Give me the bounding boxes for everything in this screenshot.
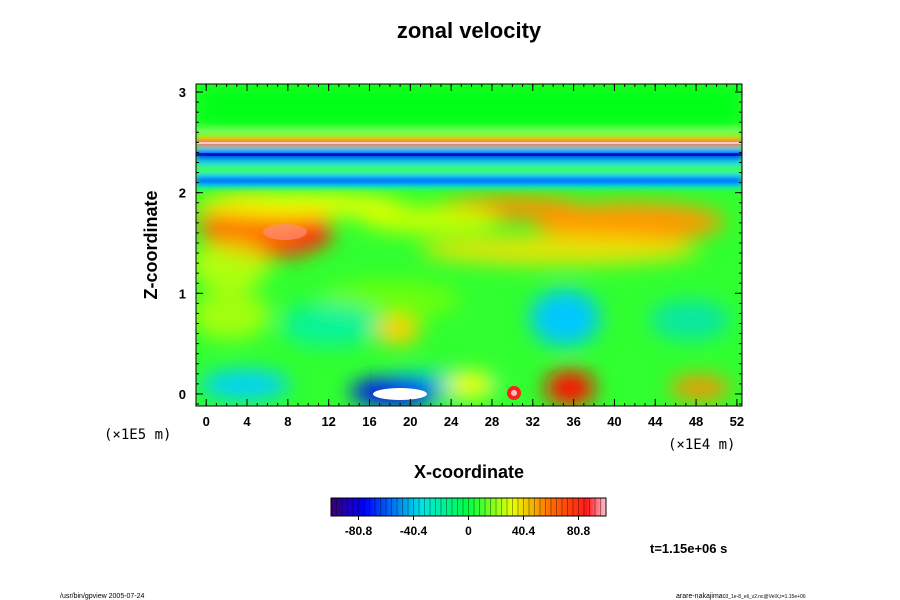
colorbar-tick-label: -40.4 xyxy=(400,524,428,538)
colorbar-tick-label: 0 xyxy=(465,524,472,538)
footer-right-sub: 03_1e-8_eli_v2.nc@VelX,t=1.15e+06 xyxy=(723,594,806,600)
dark-blue-stripe xyxy=(196,153,742,156)
footer-left: /usr/bin/gpview 2005-07-24 xyxy=(60,593,145,600)
y-tick-label: 2 xyxy=(179,186,186,201)
colorbar: -80.8 -40.4 0 40.4 80.8 xyxy=(330,497,607,538)
x-tick-label: 44 xyxy=(648,414,663,429)
red-region-bottom xyxy=(545,370,595,406)
yellow-band-left xyxy=(196,193,405,217)
orange-region-bottom-right xyxy=(670,376,730,400)
x-tick-label: 52 xyxy=(730,414,744,429)
x-tick-label: 0 xyxy=(203,414,210,429)
x-tick-label: 4 xyxy=(243,414,251,429)
green-band-middle xyxy=(196,165,742,175)
jet-core-white xyxy=(373,388,427,400)
x-tick-marks: 0 4 8 12 16 20 24 28 32 36 40 44 48 52 xyxy=(195,84,744,429)
yellow-region-lower-left xyxy=(196,290,270,340)
colorbar-tick-labels: -80.8 -40.4 0 40.4 80.8 xyxy=(345,516,591,538)
plot-area xyxy=(196,84,742,406)
x-tick-label: 12 xyxy=(321,414,335,429)
colorbar-divisions xyxy=(336,498,601,516)
y-tick-label: 0 xyxy=(179,387,186,402)
x-axis-label: X-coordinate xyxy=(414,462,524,482)
cyan-band-upper xyxy=(196,127,742,133)
chart-title: zonal velocity xyxy=(397,18,542,43)
y-scale-label: (×1E5 m) xyxy=(104,427,171,443)
y-axis-label: Z-coordinate xyxy=(141,190,161,299)
pink-stripe xyxy=(196,142,742,144)
colorbar-tick-label: 80.8 xyxy=(567,524,591,538)
x-tick-label: 8 xyxy=(284,414,291,429)
pink-spot-bottom xyxy=(511,390,517,396)
y-tick-marks: 0 1 2 3 xyxy=(179,85,742,405)
plot-frame xyxy=(195,83,743,407)
cyan-band-3 xyxy=(196,184,742,188)
yellow-region-mid-left xyxy=(196,240,270,290)
x-tick-label: 24 xyxy=(444,414,459,429)
x-tick-label: 16 xyxy=(362,414,376,429)
footer-right: arare-nakajima03_1e-8_eli_v2.nc@VelX,t=1… xyxy=(676,593,806,600)
cyan-band xyxy=(196,147,742,151)
colorbar-tick-label: -80.8 xyxy=(345,524,373,538)
yellow-band xyxy=(196,136,742,140)
cyan-band-lower xyxy=(196,160,742,165)
y-tick-label: 3 xyxy=(179,85,186,100)
footer-right-main: arare-nakajima xyxy=(676,593,723,600)
x-scale-label: (×1E4 m) xyxy=(668,437,735,453)
yellow-band-right xyxy=(420,234,700,266)
colorbar-tick-label: 40.4 xyxy=(512,524,536,538)
time-label: t=1.15e+06 s xyxy=(650,541,727,556)
orange-band-right xyxy=(535,202,725,242)
y-tick-label: 1 xyxy=(179,286,186,301)
x-tick-label: 36 xyxy=(566,414,580,429)
upper-layer-bright-green xyxy=(196,84,742,129)
cyan-band-2 xyxy=(196,174,742,178)
cyan-region-center xyxy=(530,290,600,346)
yellow-region-lower xyxy=(376,315,420,345)
x-tick-label: 40 xyxy=(607,414,621,429)
x-tick-label: 32 xyxy=(526,414,540,429)
pink-patch-left xyxy=(263,224,307,240)
x-tick-label: 20 xyxy=(403,414,417,429)
cyan-region-right xyxy=(650,300,730,340)
x-tick-label: 28 xyxy=(485,414,499,429)
yellow-band-middle xyxy=(360,206,500,234)
x-tick-label: 48 xyxy=(689,414,703,429)
yellow-region-bottom xyxy=(445,371,495,399)
cyan-region-left xyxy=(280,303,380,347)
blue-band-lower xyxy=(196,178,742,184)
cyan-region-bottom-left xyxy=(200,370,290,400)
